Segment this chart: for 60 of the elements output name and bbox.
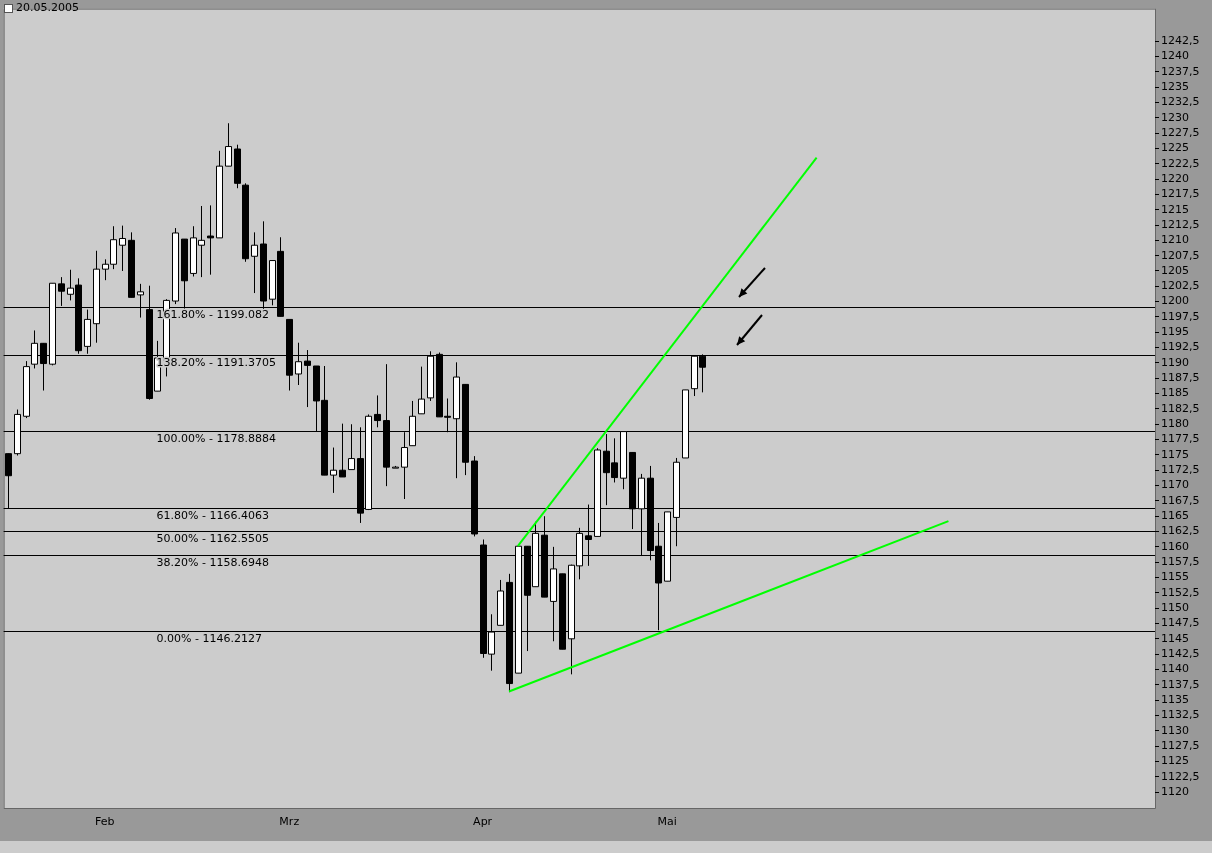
y-tick-label: 1160	[1161, 539, 1189, 553]
y-tick-label: 1235	[1161, 79, 1189, 93]
annotation: 61.80% - 1166.4063	[156, 508, 269, 522]
y-tick-label: 1217,5	[1161, 187, 1200, 201]
y-tick-label: 1237,5	[1161, 64, 1200, 78]
y-tick-label: 1200	[1161, 294, 1189, 308]
x-tick-label: Apr	[473, 815, 493, 829]
y-tick-label: 1220	[1161, 171, 1189, 185]
y-tick-label: 1162,5	[1161, 524, 1200, 538]
chart-title: 20.05.2005	[16, 1, 79, 15]
y-tick-label: 1202,5	[1161, 279, 1200, 293]
y-tick-label: 1127,5	[1161, 738, 1200, 752]
y-tick-label: 1165	[1161, 509, 1189, 523]
x-tick-label: Feb	[94, 815, 115, 829]
y-tick-label: 1240	[1161, 49, 1189, 63]
y-tick-label: 1177,5	[1161, 432, 1200, 446]
y-tick-label: 1172,5	[1161, 463, 1200, 477]
y-tick-label: 1207,5	[1161, 248, 1200, 262]
y-tick-label: 1190	[1161, 355, 1189, 369]
y-tick-label: 1242,5	[1161, 33, 1200, 47]
y-tick-label: 1145	[1161, 631, 1189, 645]
y-tick-label: 1157,5	[1161, 555, 1200, 569]
y-tick-label: 1180	[1161, 417, 1189, 431]
y-tick-label: 1152,5	[1161, 585, 1200, 599]
y-tick-label: 1137,5	[1161, 677, 1200, 691]
y-tick-label: 1210	[1161, 233, 1189, 247]
y-tick-label: 1122,5	[1161, 769, 1200, 783]
y-tick-label: 1197,5	[1161, 309, 1200, 323]
annotation: 38.20% - 1158.6948	[156, 555, 269, 569]
y-tick-label: 1167,5	[1161, 493, 1200, 507]
y-tick-label: 1155	[1161, 570, 1189, 584]
annotation: 50.00% - 1162.5505	[156, 531, 269, 545]
y-tick-label: 1185	[1161, 386, 1189, 400]
x-tick-label: Mai	[657, 815, 677, 829]
annotation: 0.00% - 1146.2127	[156, 631, 262, 645]
y-tick-label: 1187,5	[1161, 371, 1200, 385]
y-tick-label: 1170	[1161, 478, 1189, 492]
y-tick-label: 1135	[1161, 692, 1189, 706]
y-tick-label: 1232,5	[1161, 95, 1200, 109]
y-tick-label: 1192,5	[1161, 340, 1200, 354]
y-tick-label: 1205	[1161, 263, 1189, 277]
y-tick-label: 1132,5	[1161, 708, 1200, 722]
y-tick-label: 1225	[1161, 141, 1189, 155]
y-tick-label: 1130	[1161, 723, 1189, 737]
y-tick-label: 1125	[1161, 754, 1189, 768]
y-tick-label: 1195	[1161, 325, 1189, 339]
y-tick-label: 1147,5	[1161, 616, 1200, 630]
y-tick-label: 1215	[1161, 202, 1189, 216]
y-tick-label: 1227,5	[1161, 125, 1200, 139]
y-tick-label: 1142,5	[1161, 646, 1200, 660]
y-tick-label: 1120	[1161, 784, 1189, 798]
y-tick-label: 1212,5	[1161, 217, 1200, 231]
y-tick-label: 1175	[1161, 447, 1189, 461]
y-tick-label: 1230	[1161, 110, 1189, 124]
y-tick-label: 1222,5	[1161, 156, 1200, 170]
y-tick-label: 1140	[1161, 662, 1189, 676]
annotation: 100.00% - 1178.8884	[156, 431, 276, 445]
y-tick-label: 1182,5	[1161, 401, 1200, 415]
y-tick-label: 1150	[1161, 601, 1189, 615]
x-tick-label: Mrz	[279, 815, 300, 829]
